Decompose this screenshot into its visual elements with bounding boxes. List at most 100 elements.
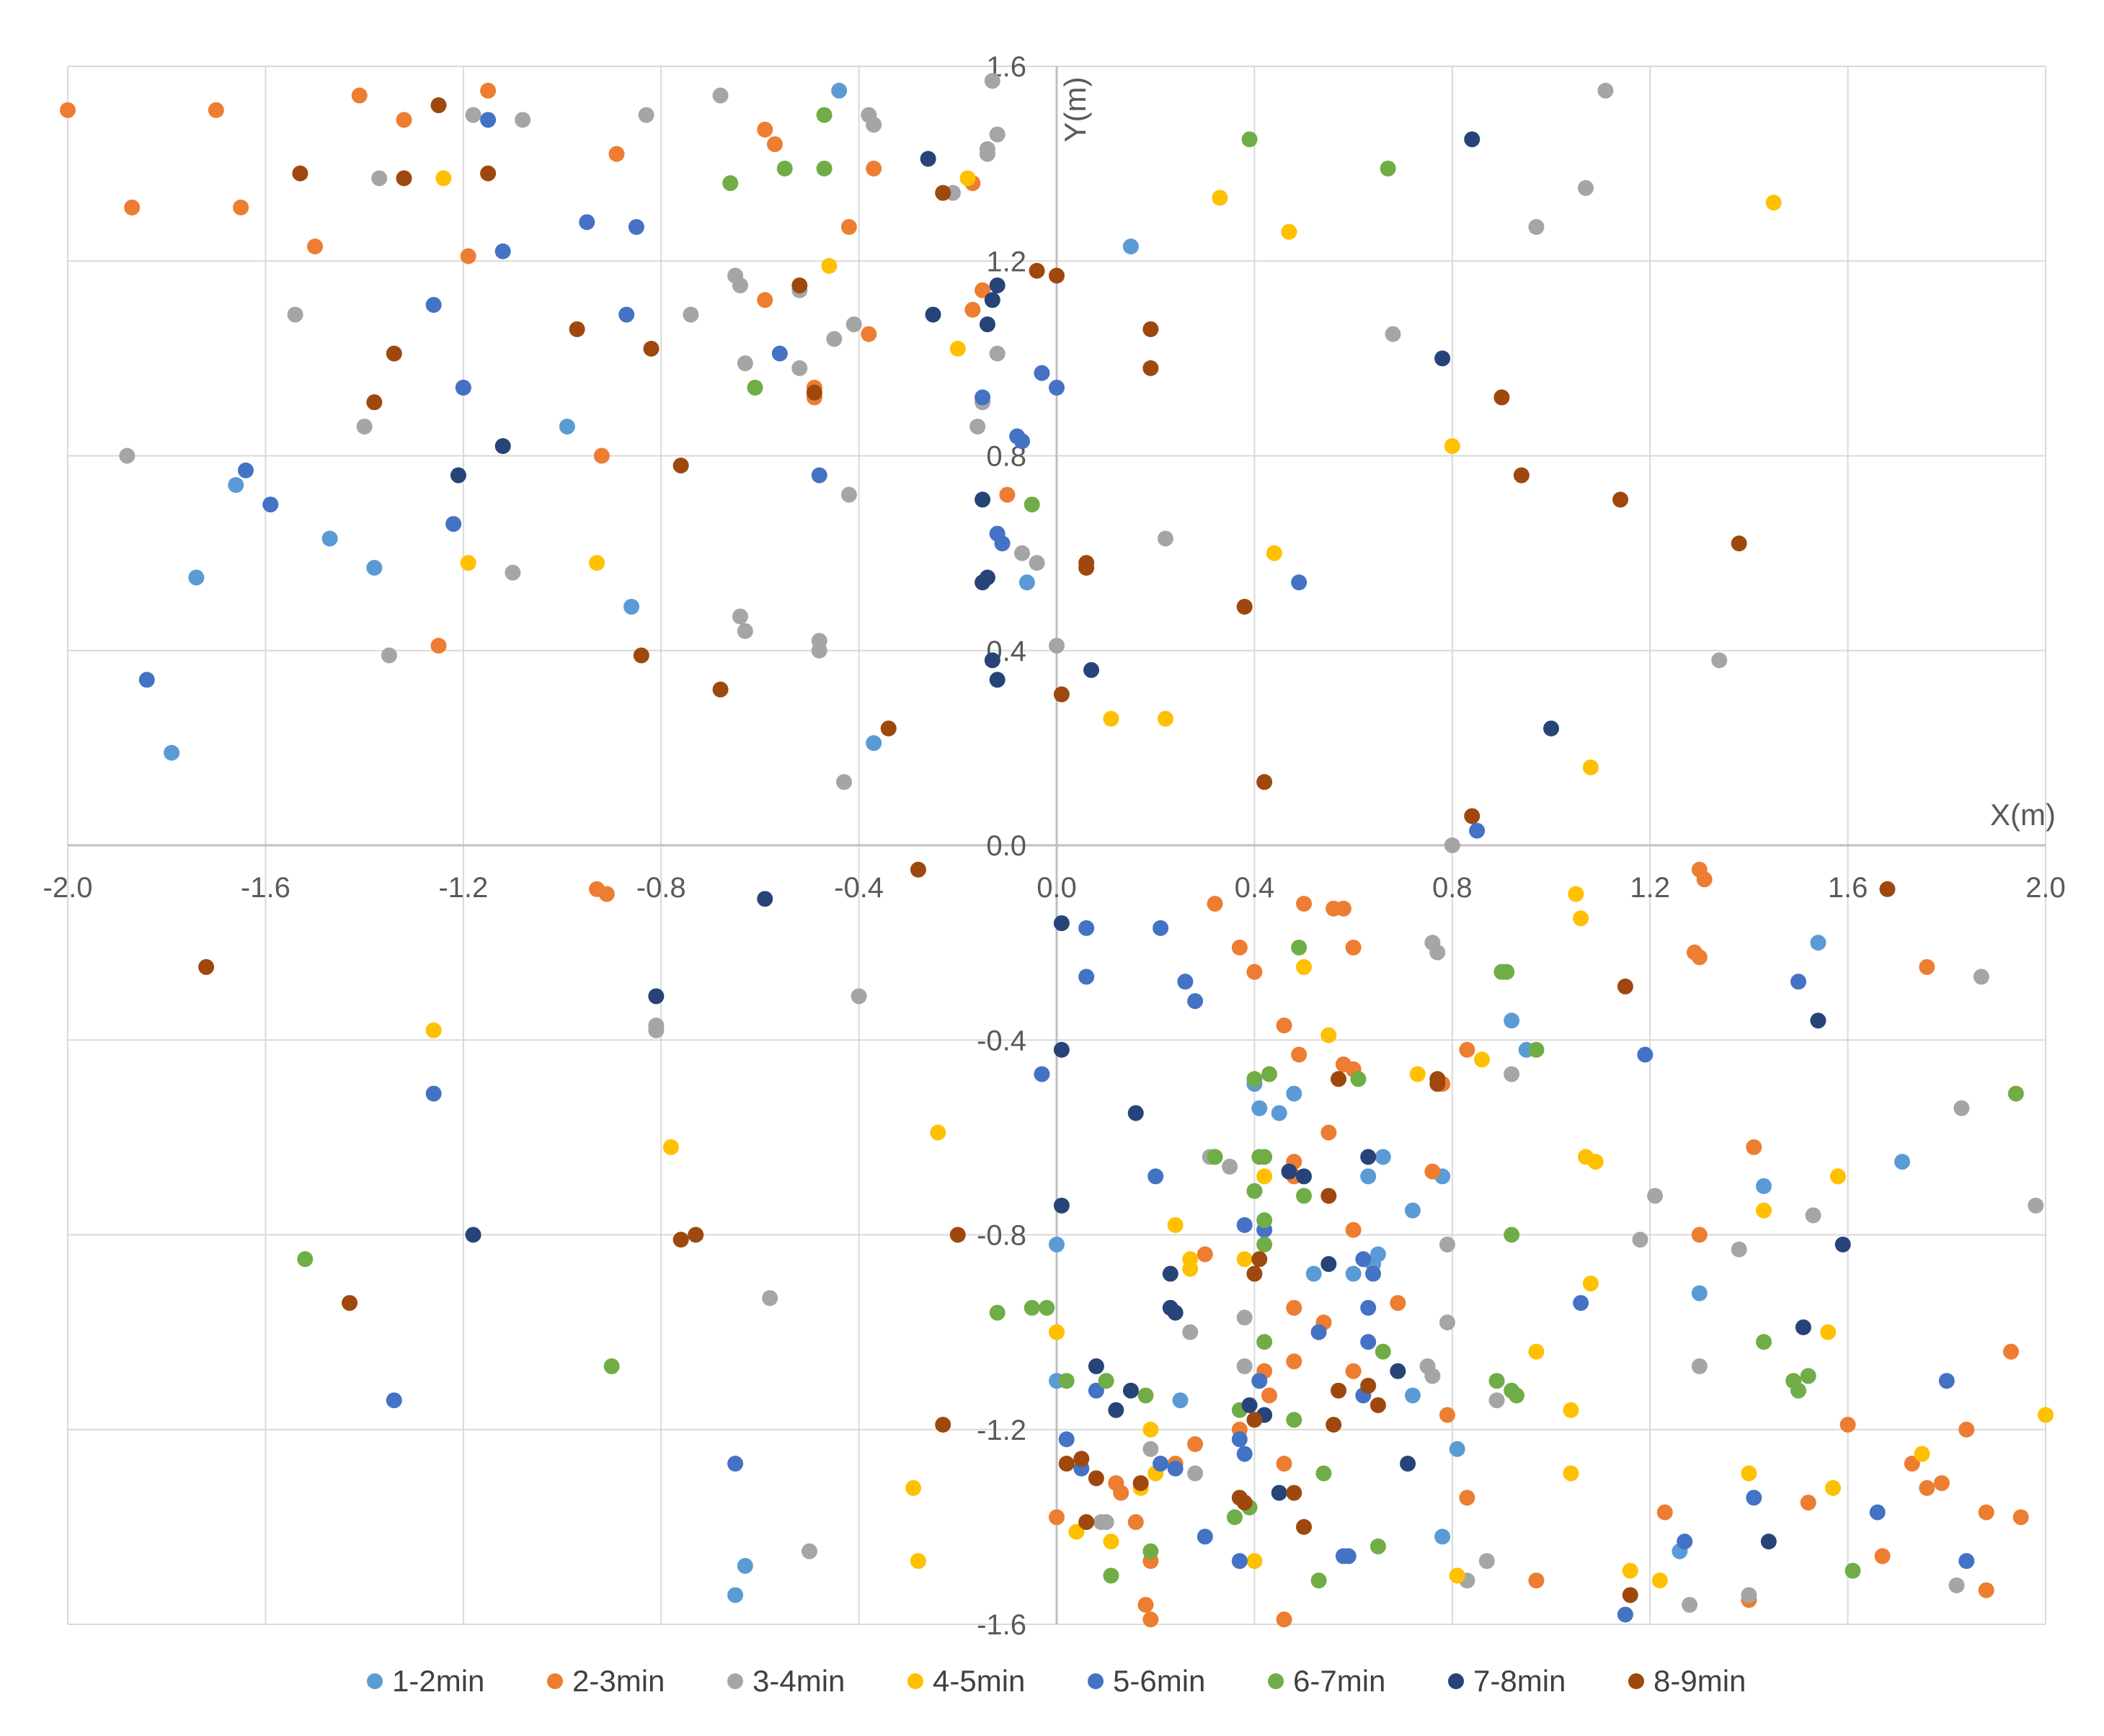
data-point [811, 642, 827, 659]
data-point [1167, 1216, 1184, 1233]
data-point [1810, 935, 1826, 951]
data-point [959, 170, 976, 187]
data-point [1053, 1041, 1070, 1058]
data-point [727, 1587, 744, 1603]
data-point [1691, 1227, 1708, 1243]
legend-marker [1088, 1673, 1104, 1689]
data-point [935, 1416, 951, 1433]
data-point [1276, 1017, 1292, 1033]
data-point [1286, 1412, 1302, 1428]
data-point [1790, 974, 1806, 990]
data-point [1760, 1534, 1777, 1550]
data-point [1370, 1397, 1386, 1413]
x-axis-label: X(m) [1990, 798, 2056, 832]
data-point [1137, 1387, 1154, 1404]
data-point [688, 1227, 704, 1243]
data-point [1404, 1387, 1421, 1404]
data-point [1078, 1514, 1095, 1531]
data-point [1345, 1363, 1362, 1379]
legend-label: 6-7min [1293, 1664, 1385, 1698]
data-point [124, 199, 141, 215]
data-point [465, 1227, 481, 1243]
x-tick-label: 0.8 [1432, 872, 1473, 904]
legend-marker [1448, 1673, 1464, 1689]
data-point [1296, 1188, 1312, 1204]
data-point [1103, 711, 1119, 727]
data-point [984, 73, 1000, 89]
y-tick-label: -1.2 [977, 1415, 1026, 1446]
data-point [1241, 1397, 1258, 1413]
data-point [1246, 1265, 1263, 1282]
legend-marker [367, 1673, 383, 1689]
data-point [1632, 1232, 1648, 1248]
x-tick-label: 1.6 [1828, 872, 1868, 904]
data-point [1568, 886, 1584, 902]
data-point [1177, 974, 1194, 990]
data-point [737, 623, 753, 639]
data-point [727, 1456, 744, 1472]
data-point [737, 1557, 753, 1574]
data-point [1874, 1548, 1891, 1564]
data-point [802, 1543, 817, 1559]
data-point [1320, 1027, 1337, 1043]
data-point [138, 672, 155, 688]
data-point [445, 516, 462, 533]
legend-marker [1628, 1673, 1644, 1689]
data-point [930, 1124, 946, 1141]
data-point [880, 720, 897, 736]
data-point [1914, 1446, 1930, 1462]
data-point [198, 958, 215, 975]
data-point [1790, 1382, 1806, 1399]
data-point [969, 418, 986, 435]
data-point [1305, 1265, 1322, 1282]
data-point [1499, 963, 1515, 980]
data-point [1404, 1202, 1421, 1219]
data-point [920, 151, 936, 167]
data-point [979, 316, 995, 333]
x-tick-label: -0.8 [636, 872, 686, 904]
data-point [1167, 1304, 1184, 1321]
data-point [505, 564, 521, 581]
series-2-3min [60, 82, 2029, 1628]
data-point [1182, 1260, 1199, 1277]
data-point [776, 160, 793, 177]
data-points [60, 73, 2054, 1628]
data-point [608, 146, 625, 162]
data-point [1197, 1528, 1213, 1545]
legend-label: 2-3min [572, 1664, 665, 1698]
data-point [861, 326, 877, 342]
legend-label: 1-2min [392, 1664, 484, 1698]
data-point [1385, 326, 1401, 342]
data-point [1741, 1465, 1757, 1482]
data-point [1049, 1324, 1065, 1340]
data-point [1024, 1299, 1040, 1316]
data-point [1320, 1124, 1337, 1141]
data-point [1286, 1484, 1302, 1501]
data-point [1691, 1285, 1708, 1301]
data-point [1375, 1343, 1391, 1360]
data-point [1469, 822, 1486, 839]
data-point [1869, 1504, 1886, 1521]
data-point [1919, 1479, 1935, 1496]
data-point [638, 107, 654, 123]
legend-marker [547, 1673, 563, 1689]
data-point [1187, 1465, 1204, 1482]
data-point [1390, 1363, 1406, 1379]
data-point [1296, 896, 1312, 912]
data-point [633, 647, 649, 664]
data-point [910, 861, 926, 878]
data-point [1251, 1373, 1268, 1389]
data-point [1039, 1299, 1055, 1316]
series-7-8min [450, 131, 1851, 1550]
data-point [1805, 1207, 1821, 1224]
data-point [1573, 910, 1589, 927]
data-point [1078, 969, 1095, 985]
x-tick-label: 2.0 [2025, 872, 2066, 904]
data-point [757, 292, 773, 308]
data-point [866, 117, 882, 133]
data-point [989, 277, 1006, 294]
data-point [1904, 1456, 1920, 1472]
data-point [1068, 1523, 1085, 1540]
data-point [1142, 1441, 1159, 1457]
data-point [1142, 1611, 1159, 1628]
